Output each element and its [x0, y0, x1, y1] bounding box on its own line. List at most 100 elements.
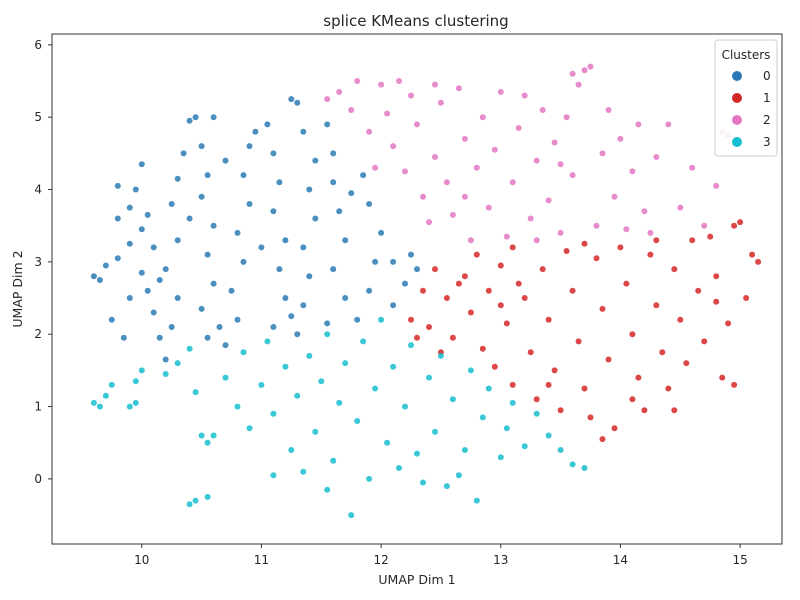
- cluster-0-point: [312, 157, 319, 164]
- cluster-2-point: [713, 182, 720, 189]
- cluster-2-point: [551, 139, 558, 146]
- cluster-1-point: [515, 280, 522, 287]
- cluster-3-point: [288, 447, 295, 453]
- cluster-3-point: [461, 447, 468, 453]
- legend-label-1: 1: [763, 91, 771, 105]
- cluster-3-point: [420, 479, 426, 486]
- cluster-0-point: [216, 324, 223, 330]
- cluster-0-point: [150, 309, 157, 316]
- cluster-2-point: [635, 121, 642, 128]
- cluster-0-point: [126, 204, 133, 211]
- cluster-1-point: [677, 316, 684, 323]
- cluster-0-point: [270, 324, 277, 330]
- cluster-0-point: [378, 229, 385, 236]
- cluster-1-point: [527, 349, 534, 356]
- cluster-0-point: [114, 182, 121, 189]
- cluster-1-point: [473, 251, 480, 258]
- y-tick-label: 4: [34, 183, 42, 197]
- cluster-0-point: [234, 229, 241, 236]
- cluster-1-point: [623, 280, 630, 287]
- cluster-3-point: [402, 403, 408, 410]
- cluster-1-point: [533, 396, 540, 403]
- legend-marker-3: [732, 137, 742, 147]
- cluster-2-point: [521, 92, 528, 99]
- cluster-0-point: [198, 143, 205, 150]
- cluster-2-point: [611, 193, 618, 200]
- cluster-0-point: [246, 201, 253, 207]
- cluster-1-point: [599, 305, 606, 312]
- cluster-1-point: [731, 381, 738, 388]
- cluster-3-point: [384, 439, 391, 446]
- cluster-3-point: [204, 439, 211, 446]
- cluster-3-point: [396, 465, 402, 471]
- cluster-3-point: [545, 432, 552, 439]
- cluster-0-point: [258, 244, 265, 251]
- cluster-1-point: [629, 396, 636, 403]
- cluster-2-point: [689, 164, 696, 171]
- cluster-0-point: [174, 295, 181, 301]
- cluster-1-point: [671, 266, 678, 273]
- cluster-2-point: [491, 146, 498, 153]
- cluster-2-point: [408, 92, 414, 99]
- cluster-0-point: [126, 295, 133, 301]
- cluster-0-point: [324, 320, 331, 327]
- cluster-2-point: [384, 110, 391, 117]
- cluster-3-point: [258, 381, 265, 388]
- cluster-3-point: [198, 432, 205, 439]
- legend-marker-0: [732, 71, 742, 81]
- cluster-2-point: [366, 128, 373, 135]
- cluster-3-point: [581, 465, 588, 471]
- cluster-0-point: [144, 211, 151, 218]
- legend-label-0: 0: [763, 69, 771, 83]
- cluster-2-point: [593, 222, 600, 229]
- cluster-0-point: [270, 150, 277, 157]
- cluster-0-point: [240, 172, 247, 179]
- cluster-2-point: [336, 88, 343, 95]
- cluster-0-point: [300, 128, 307, 135]
- cluster-2-point: [515, 125, 522, 131]
- cluster-0-point: [264, 121, 271, 128]
- legend-marker-2: [732, 115, 742, 125]
- cluster-0-point: [276, 266, 283, 273]
- cluster-3-point: [485, 385, 492, 392]
- cluster-1-point: [497, 302, 504, 309]
- cluster-0-point: [222, 157, 229, 164]
- cluster-1-point: [414, 334, 420, 341]
- cluster-0-point: [138, 269, 145, 276]
- cluster-3-point: [479, 414, 486, 421]
- cluster-0-point: [282, 237, 289, 244]
- cluster-2-point: [701, 222, 708, 229]
- cluster-1-point: [725, 320, 732, 327]
- cluster-1-point: [443, 295, 450, 301]
- cluster-1-point: [605, 356, 612, 363]
- cluster-1-point: [635, 374, 642, 381]
- cluster-2-point: [461, 135, 468, 142]
- cluster-0-point: [246, 143, 253, 150]
- cluster-2-point: [437, 99, 444, 106]
- cluster-1-point: [426, 324, 432, 330]
- cluster-1-point: [587, 414, 594, 421]
- cluster-0-point: [282, 295, 289, 301]
- cluster-3-point: [443, 483, 450, 490]
- cluster-2-point: [647, 229, 654, 236]
- cluster-1-point: [713, 273, 720, 280]
- y-tick-label: 2: [34, 327, 42, 341]
- cluster-0-point: [366, 287, 373, 294]
- cluster-0-point: [240, 258, 247, 265]
- cluster-0-point: [252, 128, 259, 135]
- cluster-3-point: [174, 360, 181, 367]
- cluster-0-point: [102, 262, 109, 269]
- cluster-1-point: [449, 334, 456, 341]
- cluster-3-point: [366, 475, 373, 482]
- cluster-1-point: [707, 233, 714, 240]
- cluster-0-point: [156, 334, 163, 341]
- cluster-0-point: [360, 172, 367, 179]
- cluster-3-point: [467, 367, 474, 374]
- cluster-2-point: [449, 211, 456, 218]
- cluster-2-point: [485, 204, 492, 211]
- cluster-0-point: [162, 356, 169, 363]
- cluster-3-point: [509, 399, 516, 406]
- x-tick-label: 11: [254, 553, 269, 567]
- cluster-1-point: [731, 222, 738, 229]
- cluster-2-point: [402, 168, 408, 175]
